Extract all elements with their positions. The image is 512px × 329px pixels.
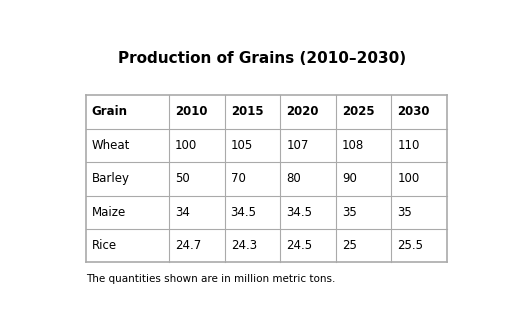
Text: 100: 100 (175, 139, 197, 152)
Text: 35: 35 (397, 206, 412, 219)
Text: The quantities shown are in million metric tons.: The quantities shown are in million metr… (86, 274, 335, 284)
Text: 34: 34 (175, 206, 190, 219)
Text: 24.3: 24.3 (231, 239, 257, 252)
Text: Barley: Barley (92, 172, 130, 185)
Text: 90: 90 (342, 172, 357, 185)
Text: 34.5: 34.5 (286, 206, 312, 219)
Text: 25.5: 25.5 (397, 239, 423, 252)
Text: 35: 35 (342, 206, 356, 219)
Text: 2030: 2030 (397, 105, 430, 118)
Text: Maize: Maize (92, 206, 126, 219)
Text: 100: 100 (397, 172, 419, 185)
Text: 80: 80 (286, 172, 301, 185)
Text: 34.5: 34.5 (231, 206, 257, 219)
Text: Wheat: Wheat (92, 139, 130, 152)
Text: 105: 105 (231, 139, 253, 152)
Text: 24.7: 24.7 (175, 239, 201, 252)
Text: Production of Grains (2010–2030): Production of Grains (2010–2030) (118, 51, 407, 66)
Text: 25: 25 (342, 239, 357, 252)
Text: 2025: 2025 (342, 105, 374, 118)
Text: 24.5: 24.5 (286, 239, 312, 252)
Text: 50: 50 (175, 172, 190, 185)
Text: 2020: 2020 (286, 105, 318, 118)
Text: Grain: Grain (92, 105, 128, 118)
Text: 110: 110 (397, 139, 420, 152)
Text: 108: 108 (342, 139, 364, 152)
Text: 2010: 2010 (175, 105, 207, 118)
Text: 107: 107 (286, 139, 309, 152)
Text: 2015: 2015 (231, 105, 263, 118)
Text: Rice: Rice (92, 239, 117, 252)
Text: 70: 70 (231, 172, 246, 185)
